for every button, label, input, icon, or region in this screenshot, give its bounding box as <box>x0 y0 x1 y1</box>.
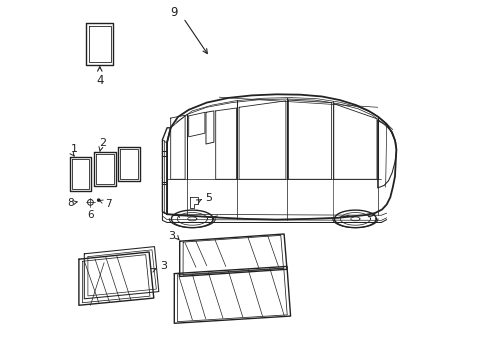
Text: 2: 2 <box>99 138 105 148</box>
Text: 4: 4 <box>96 67 103 87</box>
Text: 1: 1 <box>71 144 78 154</box>
Text: 7: 7 <box>99 199 112 209</box>
Text: 9: 9 <box>170 6 178 19</box>
Text: 5: 5 <box>205 193 212 203</box>
Circle shape <box>97 198 101 202</box>
Text: 8: 8 <box>67 198 77 208</box>
Text: 3: 3 <box>160 261 166 271</box>
Text: 6: 6 <box>87 210 94 220</box>
Text: 3: 3 <box>168 231 175 241</box>
